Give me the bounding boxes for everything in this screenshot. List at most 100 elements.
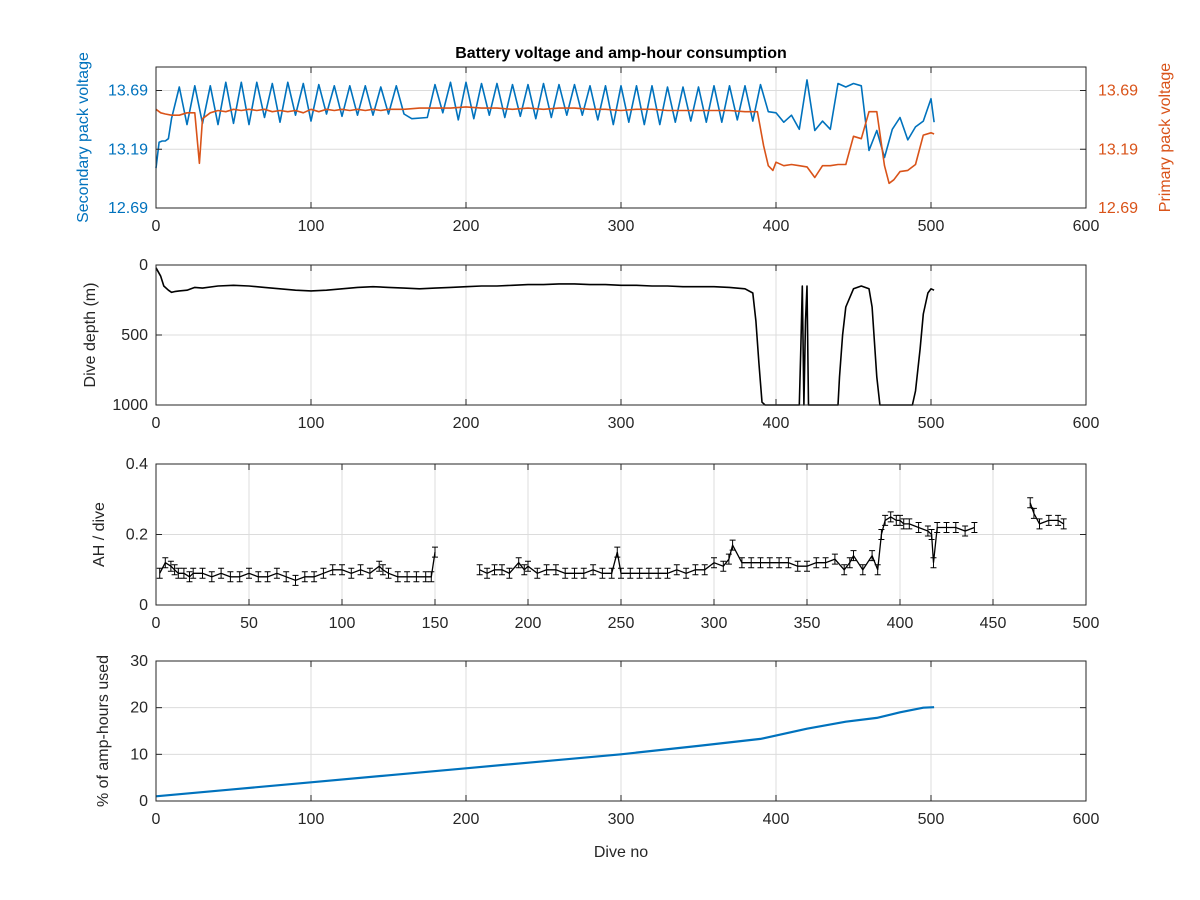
- data-point: [404, 571, 411, 583]
- x-tick-label: 0: [152, 811, 161, 828]
- x-axis-label: Dive no: [594, 844, 648, 861]
- data-point: [171, 564, 178, 576]
- data-point: [348, 567, 355, 579]
- data-point: [882, 514, 889, 526]
- data-point: [804, 560, 810, 572]
- data-point: [729, 539, 736, 551]
- data-point: [701, 564, 708, 576]
- x-tick-label: 400: [763, 415, 790, 432]
- data-point: [246, 567, 252, 579]
- data-point: [1036, 518, 1043, 530]
- data-point: [552, 564, 559, 576]
- x-tick-label: 100: [298, 811, 325, 828]
- x-tick-label: 400: [763, 811, 790, 828]
- data-point: [711, 557, 717, 569]
- data-point: [627, 567, 634, 579]
- y-tick-label: 20: [130, 700, 148, 717]
- x-tick-label: 300: [608, 415, 635, 432]
- data-point: [590, 564, 597, 576]
- y-tick-label: 30: [130, 653, 148, 670]
- data-point: [869, 550, 876, 562]
- data-point: [413, 571, 420, 583]
- data-point: [1030, 507, 1037, 519]
- data-point: [859, 564, 866, 576]
- x-tick-label: 400: [763, 218, 790, 235]
- y-tick-label: 0: [139, 257, 148, 274]
- data-point: [283, 571, 290, 583]
- data-point: [227, 571, 234, 583]
- data-point: [515, 557, 522, 569]
- x-tick-label: 500: [918, 811, 945, 828]
- x-tick-label: 300: [608, 811, 635, 828]
- data-point: [491, 564, 498, 576]
- data-point: [906, 518, 913, 530]
- data-point: [725, 553, 732, 565]
- x-tick-label: 600: [1073, 218, 1100, 235]
- data-point: [813, 557, 820, 569]
- data-point: [534, 567, 541, 579]
- x-tick-label: 0: [152, 218, 161, 235]
- x-tick-label: 250: [608, 615, 635, 632]
- x-tick-label: 150: [422, 615, 449, 632]
- data-point: [301, 571, 308, 583]
- data-point: [874, 564, 881, 576]
- data-point: [329, 564, 336, 576]
- data-point: [952, 521, 959, 533]
- data-point: [841, 564, 848, 576]
- x-tick-label: 400: [887, 615, 914, 632]
- data-point: [785, 557, 792, 569]
- data-point: [915, 521, 922, 533]
- data-point: [264, 571, 271, 583]
- y2-tick-label: 13.69: [1098, 83, 1138, 100]
- data-point: [971, 521, 978, 533]
- data-point: [521, 564, 528, 576]
- data-point: [208, 571, 215, 583]
- panels: 0 100 200 300 400 500 60012.6913.1913.6912.691…: [75, 52, 1174, 861]
- y-tick-label: 13.69: [108, 83, 148, 100]
- data-point: [962, 525, 969, 537]
- y-tick-label: 12.69: [108, 200, 148, 217]
- data-point: [484, 567, 491, 579]
- data-point: [1060, 518, 1067, 530]
- data-point: [175, 567, 182, 579]
- data-point: [720, 560, 727, 572]
- x-tick-label: 200: [453, 218, 480, 235]
- data-point: [1055, 514, 1062, 526]
- x-tick-label: 500: [918, 218, 945, 235]
- y-axis-label: AH / dive: [91, 502, 108, 567]
- data-point: [846, 557, 853, 569]
- data-point: [385, 567, 392, 579]
- y-tick-label: 0: [139, 793, 148, 810]
- data-point: [850, 550, 857, 562]
- x-tick-label: 200: [453, 811, 480, 828]
- y-tick-label: 1000: [112, 397, 148, 414]
- data-point: [943, 521, 950, 533]
- data-point: [683, 567, 690, 579]
- data-point: [636, 567, 643, 579]
- y-tick-label: 0.4: [126, 456, 148, 473]
- x-tick-label: 300: [608, 218, 635, 235]
- x-tick-label: 100: [298, 218, 325, 235]
- data-point: [432, 546, 438, 558]
- y2-axis-label: Primary pack voltage: [1157, 63, 1174, 212]
- data-point: [311, 571, 318, 583]
- data-point: [1027, 497, 1034, 509]
- data-point: [664, 567, 671, 579]
- data-point: [673, 564, 680, 576]
- data-point: [900, 518, 907, 530]
- data-point: [757, 557, 764, 569]
- data-point: [525, 560, 531, 572]
- x-tick-label: 100: [298, 415, 325, 432]
- x-tick-label: 500: [918, 415, 945, 432]
- data-point: [236, 571, 243, 583]
- data-point: [199, 567, 206, 579]
- x-tick-label: 600: [1073, 415, 1100, 432]
- data-point: [366, 567, 373, 579]
- y-axis-label: Secondary pack voltage: [75, 52, 92, 223]
- panel-4: 0 100 200 300 400 500 600 0 10 20 30 % of amp-hours…: [95, 653, 1099, 861]
- data-point: [162, 557, 169, 569]
- dive-depth-line: [155, 267, 935, 406]
- x-tick-label: 300: [701, 615, 728, 632]
- data-point: [255, 571, 262, 583]
